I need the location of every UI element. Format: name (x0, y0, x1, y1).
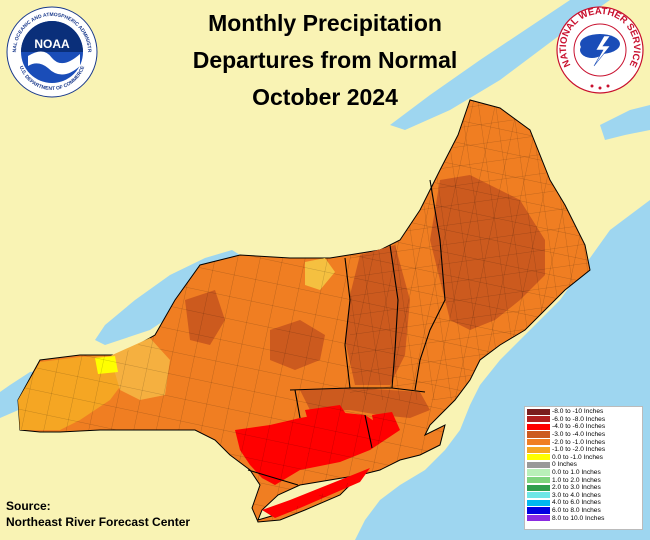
legend-label: -1.0 to -2.0 Inches (552, 446, 606, 454)
legend-label: 4.0 to 6.0 Inches (552, 499, 601, 507)
legend-item: -3.0 to -4.0 Inches (527, 431, 642, 439)
legend-item: 3.0 to 4.0 Inches (527, 492, 642, 500)
source-credit: Source: Northeast River Forecast Center (6, 498, 190, 530)
map-title-line-1: Monthly Precipitation (208, 10, 442, 36)
legend-label: 0.0 to 1.0 Inches (552, 469, 601, 477)
legend-swatch (527, 461, 550, 469)
noaa-logo: NATIONAL OCEANIC AND ATMOSPHERIC ADMINIS… (6, 6, 98, 98)
legend-item: -2.0 to -1.0 Inches (527, 438, 642, 446)
legend-item: 1.0 to 2.0 Inches (527, 476, 642, 484)
legend: -8.0 to -10 Inches -6.0 to -8.0 Inches -4.… (524, 406, 643, 530)
legend-item: -6.0 to -8.0 Inches (527, 416, 642, 424)
legend-label: -8.0 to -10 Inches (552, 408, 604, 416)
st-lawrence-river (390, 0, 610, 130)
legend-label: 1.0 to 2.0 Inches (552, 476, 601, 484)
noaa-center-text: NOAA (34, 37, 70, 51)
legend-swatch (527, 507, 550, 514)
legend-swatch (527, 454, 550, 461)
legend-swatch (527, 492, 550, 499)
legend-swatch (527, 499, 550, 507)
legend-swatch (527, 431, 550, 438)
legend-item: 2.0 to 3.0 Inches (527, 484, 642, 492)
legend-swatch (527, 515, 550, 522)
nws-logo: NATIONAL WEATHER SERVICE (556, 6, 644, 94)
legend-swatch (527, 416, 550, 423)
long-island-red (262, 468, 370, 518)
legend-label: -6.0 to -8.0 Inches (552, 415, 606, 423)
legend-item: 0.0 to 1.0 Inches (527, 469, 642, 477)
legend-swatch (527, 408, 550, 415)
legend-label: -2.0 to -1.0 Inches (552, 438, 606, 446)
legend-swatch (527, 469, 550, 476)
legend-item: -4.0 to -6.0 Inches (527, 423, 642, 431)
legend-item: 6.0 to 8.0 Inches (527, 507, 642, 515)
legend-label: 2.0 to 3.0 Inches (552, 484, 601, 492)
legend-label: 8.0 to 10.0 Inches (552, 514, 605, 522)
legend-item: 0.0 to -1.0 Inches (527, 454, 642, 462)
legend-item: 0 Inches (527, 461, 642, 469)
legend-swatch (527, 439, 550, 446)
map-title-line-3: October 2024 (252, 84, 398, 110)
legend-item: -8.0 to -10 Inches (527, 408, 642, 416)
legend-swatch (527, 484, 550, 491)
map-title-line-2: Departures from Normal (192, 47, 458, 73)
legend-label: 0.0 to -1.0 Inches (552, 453, 603, 461)
legend-swatch (527, 446, 550, 453)
legend-item: 4.0 to 6.0 Inches (527, 499, 642, 507)
source-label: Source: (6, 499, 51, 513)
legend-label: 3.0 to 4.0 Inches (552, 491, 601, 499)
legend-label: -3.0 to -4.0 Inches (552, 431, 606, 439)
source-value: Northeast River Forecast Center (6, 515, 191, 529)
legend-item: 8.0 to 10.0 Inches (527, 514, 642, 522)
legend-label: 6.0 to 8.0 Inches (552, 507, 601, 515)
legend-swatch (527, 477, 550, 484)
legend-swatch (527, 423, 550, 431)
chaleur-bay (600, 105, 650, 140)
legend-item: -1.0 to -2.0 Inches (527, 446, 642, 454)
legend-label: 0 Inches (552, 461, 577, 469)
legend-label: -4.0 to -6.0 Inches (552, 423, 606, 431)
legend-rows: -8.0 to -10 Inches -6.0 to -8.0 Inches -4.… (527, 408, 642, 522)
state-boundaries (247, 179, 446, 486)
